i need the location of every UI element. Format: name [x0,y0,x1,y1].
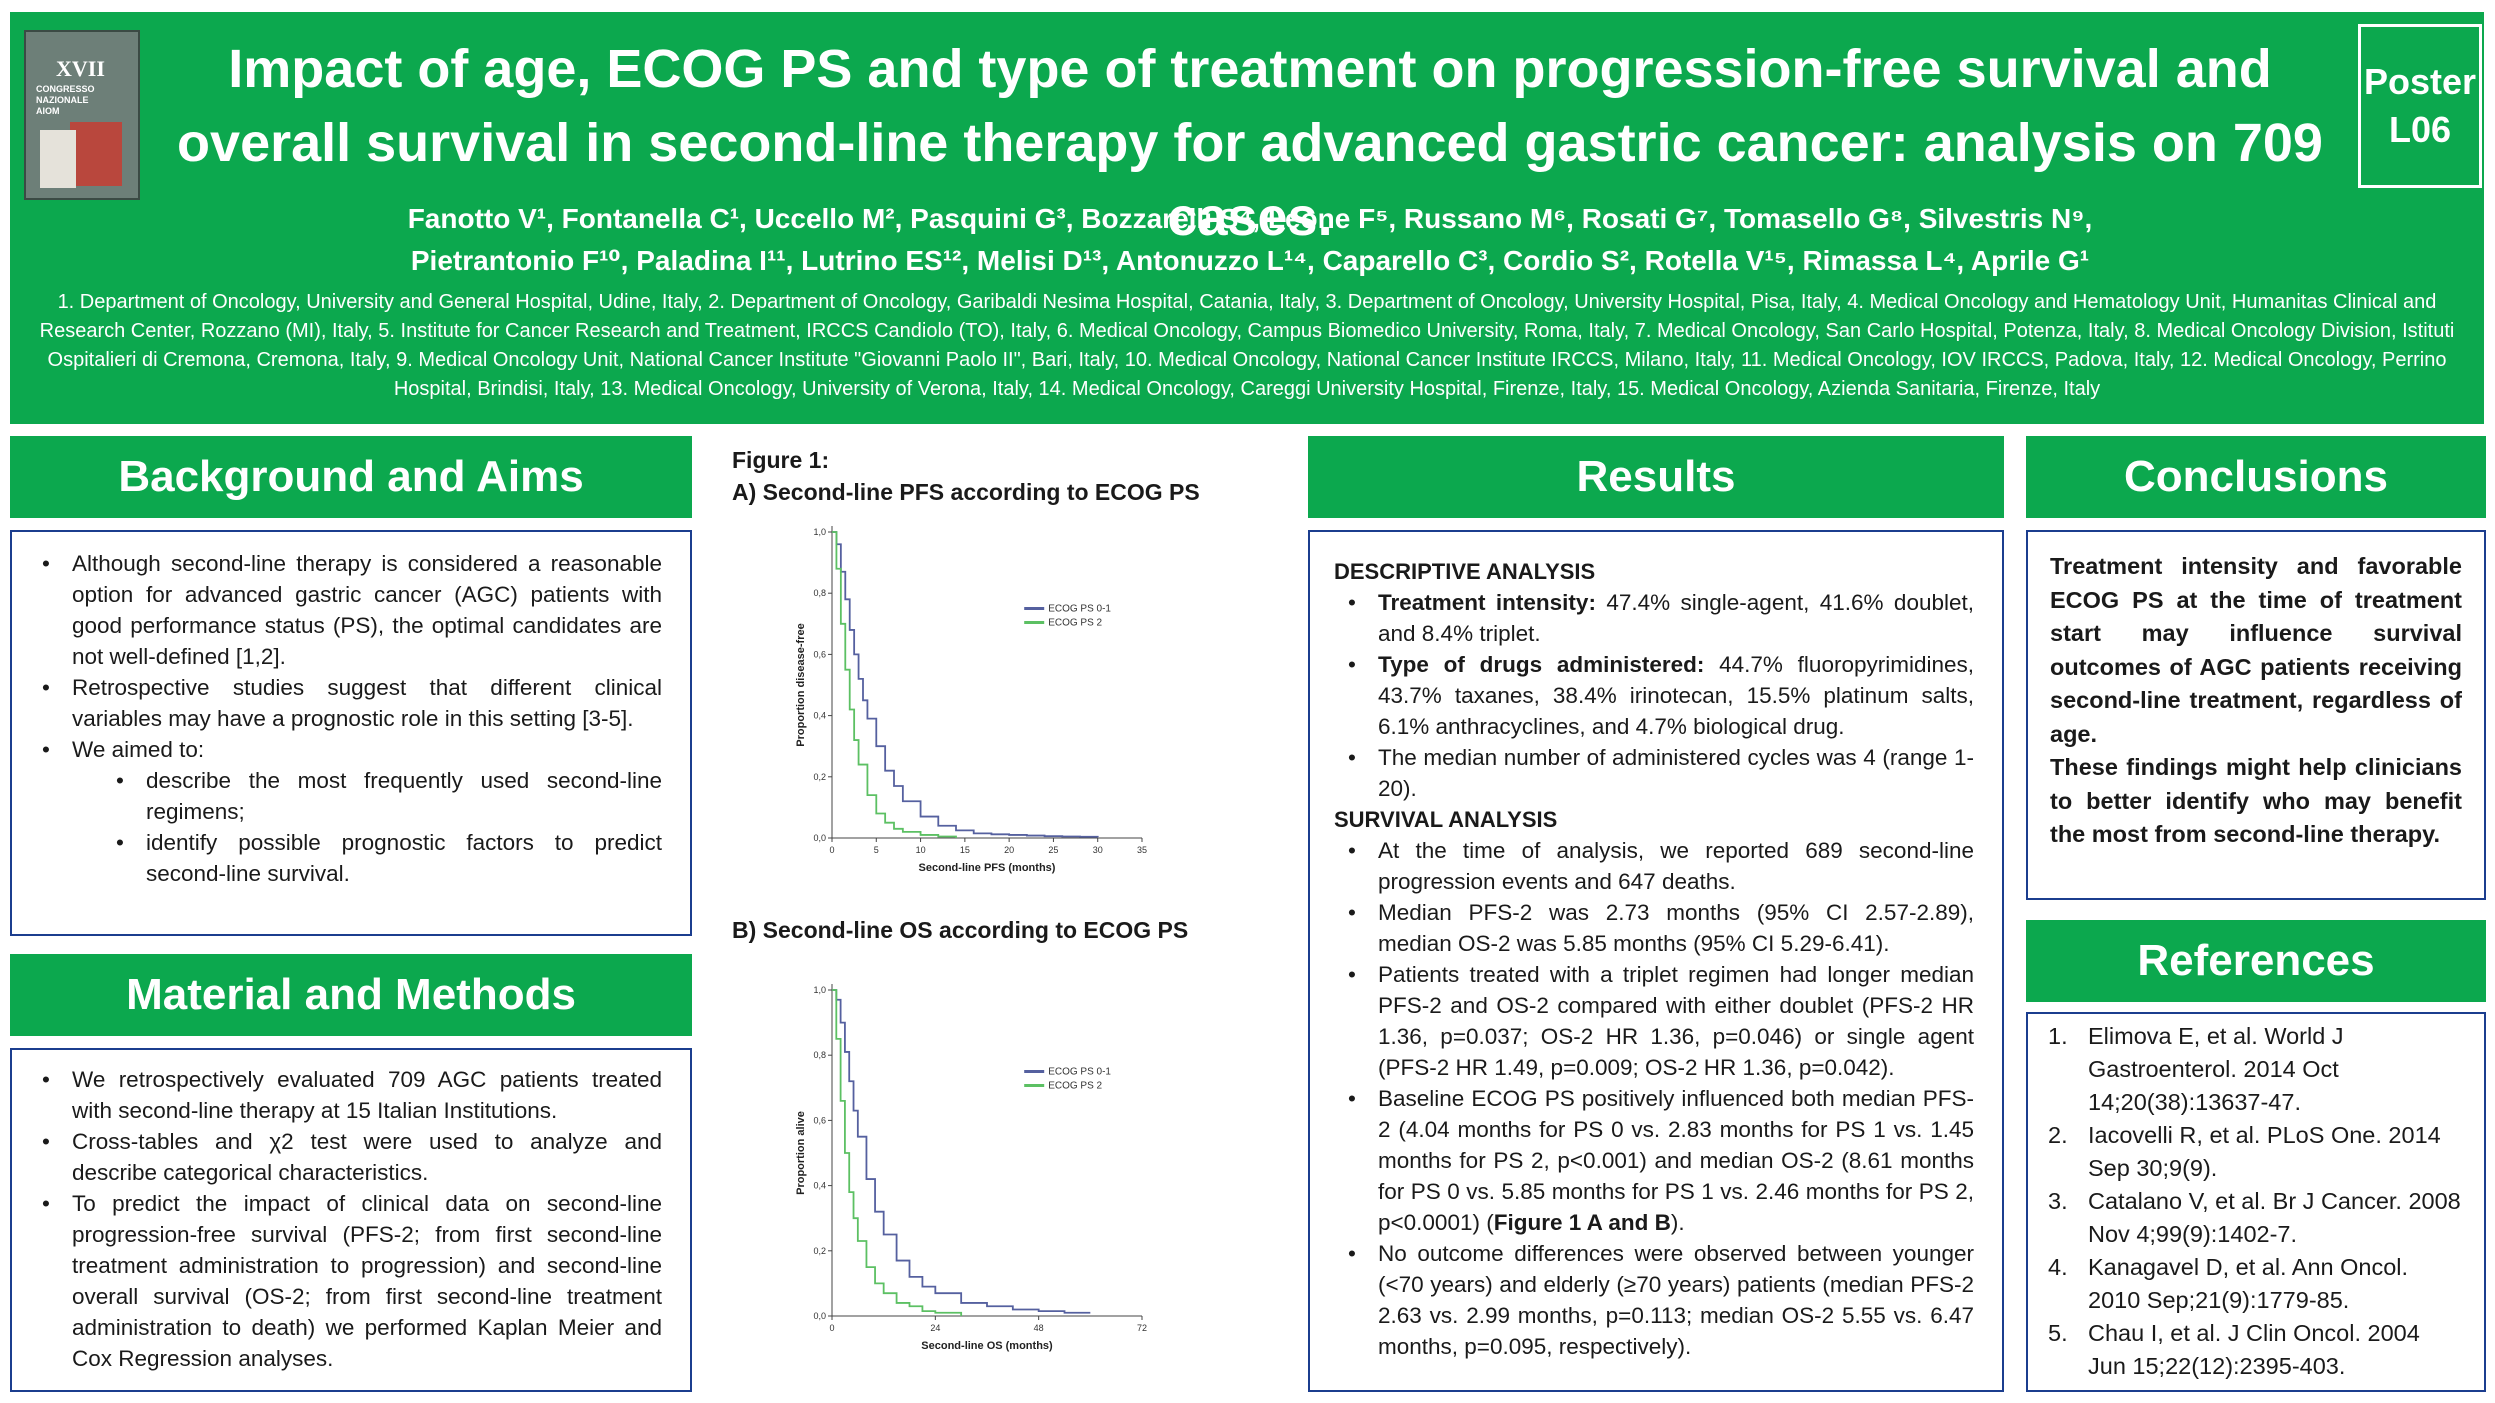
congress-logo: XVII CONGRESSO NAZIONALE AIOM [24,30,140,200]
list-item: Although second-line therapy is consider… [28,548,662,672]
conclusion-text: These findings might help clinicians to … [2050,754,2462,847]
results-box: DESCRIPTIVE ANALYSIS Treatment intensity… [1308,530,2004,1392]
list-item: We aimed to: [28,734,662,765]
logo-numeral: XVII [56,56,105,81]
reference-item: 2. Iacovelli R, et al. PLoS One. 2014 Sep… [2048,1122,2441,1181]
methods-box: We retrospectively evaluated 709 AGC pat… [10,1048,692,1392]
list-item: Treatment intensity: 47.4% single-agent,… [1334,587,1974,649]
list-item: Baseline ECOG PS positively influenced b… [1334,1083,1974,1238]
list-item: Retrospective studies suggest that diffe… [28,672,662,734]
x-tick-label: 10 [916,845,926,855]
y-tick-label: 0,2 [813,1246,826,1256]
y-axis-label: Proportion disease-free [795,623,807,746]
references-box: 1. Elimova E, et al. World J Gastroentero… [2026,1012,2486,1392]
poster-number-box: Poster L06 [2358,24,2482,188]
authors: Fanotto V¹, Fontanella C¹, Uccello M², P… [160,198,2340,282]
list-sub-item: describe the most frequently used second… [28,765,662,827]
y-tick-label: 1,0 [813,985,826,995]
x-tick-label: 20 [1004,845,1014,855]
logo-figure [40,130,76,188]
affiliations: 1. Department of Oncology, University an… [39,291,2455,400]
results-heading: Results [1308,436,2004,518]
x-tick-label: 72 [1137,1323,1147,1333]
poster-label: Poster [2363,61,2477,102]
y-tick-label: 0,0 [813,1311,826,1321]
y-tick-label: 0,6 [813,649,826,659]
list-item: Type of drugs administered: 44.7% fluoro… [1334,649,1974,742]
header-banner: XVII CONGRESSO NAZIONALE AIOM Impact of … [10,12,2484,424]
legend-label: ECOG PS 0-1 [1048,604,1111,615]
list-item: To predict the impact of clinical data o… [28,1188,662,1374]
reference-item: 3. Catalano V, et al. Br J Cancer. 2008 N… [2048,1188,2461,1247]
survival-heading: SURVIVAL ANALYSIS [1334,807,1558,832]
x-axis-label: Second-line PFS (months) [919,862,1056,874]
conclusion-text: Treatment intensity and favorable ECOG P… [2050,553,2462,747]
list-item: Cross-tables and χ2 test were used to an… [28,1126,662,1188]
y-tick-label: 0,0 [813,833,826,843]
x-tick-label: 24 [930,1323,940,1333]
x-tick-label: 30 [1093,845,1103,855]
poster-title: Impact of age, ECOG PS and type of treat… [177,39,2323,247]
y-tick-label: 0,4 [813,1181,826,1191]
conclusions-box: Treatment intensity and favorable ECOG P… [2026,530,2486,900]
list-item: Patients treated with a triplet regimen … [1334,959,1974,1083]
background-heading: Background and Aims [10,436,692,518]
y-axis-label: Proportion alive [795,1111,807,1195]
references-heading: References [2026,920,2486,1002]
logo-artwork [70,122,122,186]
list-item: Median PFS-2 was 2.73 months (95% CI 2.5… [1334,897,1974,959]
y-tick-label: 0,6 [813,1115,826,1125]
reference-item: 5. Chau I, et al. J Clin Oncol. 2004 Jun … [2048,1320,2420,1379]
km-curve-ps2 [832,989,963,1316]
figure-b-heading: B) Second-line OS according to ECOG PS [732,914,1292,946]
figure-a-title: A) Second-line PFS according to ECOG PS [732,479,1200,505]
authors-line-2: Pietrantonio F¹⁰, Paladina I¹¹, Lutrino … [410,245,2090,276]
os-km-chart: 0,0 0,2 0,4 0,6 0,8 1,0 0 24 48 72 Second-line OS … [795,984,1147,1352]
legend-label: ECOG PS 2 [1048,1081,1102,1092]
legend-label: ECOG PS 2 [1048,618,1102,629]
reference-item: 1. Elimova E, et al. World J Gastroentero… [2048,1023,2344,1115]
figure-1: Figure 1: A) Second-line PFS according t… [732,444,1292,508]
methods-heading: Material and Methods [10,954,692,1036]
background-box: Although second-line therapy is consider… [10,530,692,936]
figure-b-title: B) Second-line OS according to ECOG PS [732,917,1189,943]
y-tick-label: 1,0 [813,527,826,537]
reference-item: 4. Kanagavel D, et al. Ann Oncol. 2010 Se… [2048,1254,2409,1313]
y-tick-label: 0,2 [813,772,826,782]
conclusions-heading: Conclusions [2026,436,2486,518]
x-tick-label: 5 [874,845,879,855]
km-curve-ps01 [832,531,1099,838]
authors-line-1: Fanotto V¹, Fontanella C¹, Uccello M², P… [407,203,2093,234]
list-item: At the time of analysis, we reported 689… [1334,835,1974,897]
x-tick-label: 25 [1048,845,1058,855]
y-tick-label: 0,8 [813,1050,826,1060]
list-item: No outcome differences were observed bet… [1334,1238,1974,1362]
x-tick-label: 0 [829,845,834,855]
x-axis-label: Second-line OS (months) [921,1340,1053,1352]
logo-text: CONGRESSO NAZIONALE AIOM [36,84,95,116]
km-curve-ps2 [832,531,957,838]
figure-label: Figure 1: [732,447,830,473]
list-item: The median number of administered cycles… [1334,742,1974,804]
list-sub-item: identify possible prognostic factors to … [28,827,662,889]
x-tick-label: 35 [1137,845,1147,855]
x-tick-label: 0 [829,1323,834,1333]
y-tick-label: 0,8 [813,588,826,598]
legend-label: ECOG PS 0-1 [1048,1067,1111,1078]
list-item: We retrospectively evaluated 709 AGC pat… [28,1064,662,1126]
descriptive-heading: DESCRIPTIVE ANALYSIS [1334,559,1596,584]
y-tick-label: 0,4 [813,711,826,721]
poster-code: L06 [2388,109,2452,150]
x-tick-label: 15 [960,845,970,855]
pfs-km-chart: 0,0 0,2 0,4 0,6 0,8 1,0 0 5 10 15 20 25 30 35 Second-l… [795,526,1147,874]
x-tick-label: 48 [1034,1323,1044,1333]
km-curve-ps01 [832,989,1091,1314]
